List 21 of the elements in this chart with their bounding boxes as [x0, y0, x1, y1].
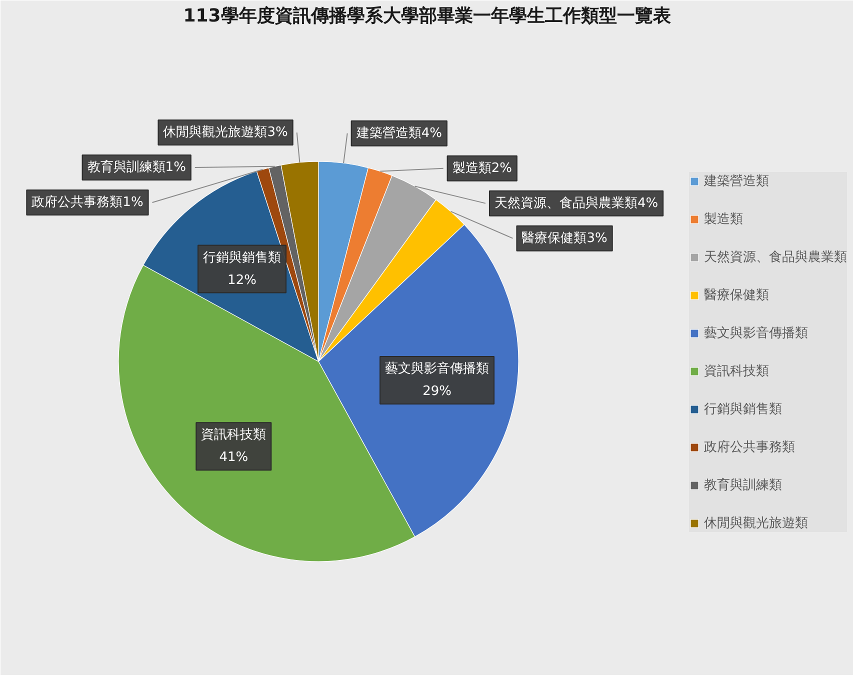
data-label: 教育與訓練類1%	[87, 159, 186, 176]
legend-label: 藝文與影音傳播類	[704, 325, 808, 342]
legend-label: 製造類	[704, 211, 743, 228]
legend-label: 休閒與觀光旅遊類	[704, 515, 808, 532]
data-label: 建築營造類4%	[355, 126, 442, 141]
legend-label: 醫療保健類	[704, 287, 769, 304]
data-label: 資訊科技類 41%	[201, 428, 266, 466]
legend-label: 政府公共事務類	[704, 439, 795, 456]
data-label: 製造類2%	[452, 160, 512, 176]
legend-label: 行銷與銷售類	[704, 401, 782, 418]
legend-label: 建築營造類	[704, 173, 769, 190]
legend-label: 天然資源、食品與農業類	[704, 249, 847, 266]
data-label: 行銷與銷售類 12%	[203, 250, 282, 288]
legend-label: 資訊科技類	[704, 363, 769, 380]
data-label: 藝文與影音傳播類 29%	[385, 362, 490, 400]
data-label: 醫療保健類3%	[522, 230, 608, 246]
legend-label: 教育與訓練類	[704, 476, 782, 494]
data-label: 政府公共事務類1%	[32, 194, 144, 210]
chart-title: 113學年度資訊傳播學系大學部畢業一年學生工作類型一覽表	[183, 6, 671, 26]
data-label: 天然資源、食品與農業類4%	[494, 196, 658, 211]
data-label: 休閒與觀光旅遊類3%	[163, 125, 288, 140]
